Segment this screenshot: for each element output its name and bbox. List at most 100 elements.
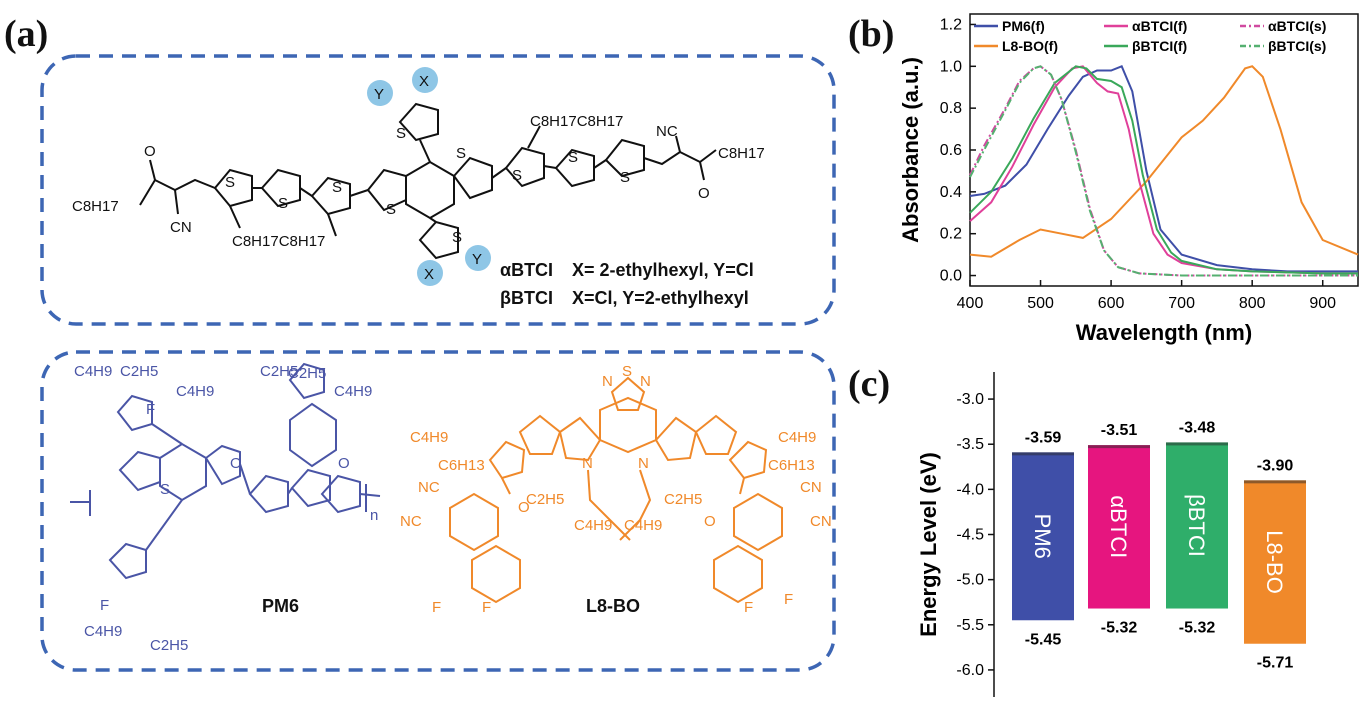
x-tick-label-3: 700	[1168, 295, 1195, 312]
donor-nfa-box	[40, 350, 836, 672]
absorbance-y-axis-title: Absorbance (a.u.)	[898, 57, 923, 243]
x-marker-top	[412, 67, 438, 93]
l8bo-f-1: F	[432, 599, 441, 616]
homo-label-0: -5.45	[1025, 631, 1062, 648]
legend-label-1: L8-BO(f)	[1002, 38, 1058, 54]
legend-label-5: βBTCI(s)	[1268, 38, 1326, 54]
btci-structure	[139, 102, 717, 260]
y-tick-label-5: 1.0	[940, 58, 962, 75]
btci-beta-name: βBTCI	[500, 288, 553, 308]
label-o-left: O	[144, 143, 156, 160]
energy-bar-lumo-edge-1	[1088, 445, 1150, 449]
pm6-c4h9-1: C4H9	[74, 363, 112, 380]
pm6-o-2: O	[338, 455, 350, 472]
l8bo-c6h13-1: C6H13	[438, 457, 485, 474]
pm6-f-top: F	[146, 401, 155, 418]
pm6-c2h5-3: C2H5	[288, 365, 326, 382]
absorbance-x-axis-title: Wavelength (nm)	[1076, 320, 1252, 345]
label-c8h17-right: C8H17	[718, 145, 765, 162]
l8bo-c2h5-1: C2H5	[526, 491, 564, 508]
y-tick-label-3: 0.6	[940, 142, 962, 159]
pm6-c4h9-4: C4H9	[84, 623, 122, 640]
absorbance-series-line-1	[969, 65, 1359, 258]
absorbance-series-line-5	[969, 65, 1358, 277]
label-s2: S	[278, 195, 288, 212]
energy-tick-label-2: -4.0	[956, 481, 984, 498]
label-nc-right: NC	[656, 123, 678, 140]
molecular-structures: Y X X Y C8H17 O CN C8H17C8H17 C8H17C8H17…	[40, 54, 836, 672]
l8bo-cn-1: CN	[800, 479, 822, 496]
l8bo-n-4: N	[638, 455, 649, 472]
l8bo-s-1: S	[622, 363, 632, 380]
label-o-right: O	[698, 185, 710, 202]
energy-tick-label-6: -6.0	[956, 662, 984, 679]
y-tick-label-0: 0.0	[940, 268, 962, 285]
l8bo-f-3: F	[744, 599, 753, 616]
pm6-c2h5-2: C2H5	[260, 363, 298, 380]
energy-bars: -3.59 -5.45 PM6 -3.51 -5.32 αBTCI -3.48 -5.32 βB…	[1012, 419, 1306, 672]
panel-label-b: (b)	[848, 13, 895, 55]
y-marker-top	[367, 80, 393, 106]
y-tick-label-6: 1.2	[940, 16, 962, 33]
energy-tick-label-5: -5.5	[956, 617, 984, 634]
panel-label-c: (c)	[848, 363, 891, 405]
label-s8: S	[512, 167, 522, 184]
absorbance-series-line-0	[969, 65, 1358, 273]
acceptor-box	[40, 54, 836, 326]
label-s7: S	[452, 229, 462, 246]
l8bo-c2h5-2: C2H5	[664, 491, 702, 508]
pm6-c2h5-1: C2H5	[120, 363, 158, 380]
label-cn-left: CN	[170, 219, 192, 236]
energy-bar-0	[1012, 452, 1074, 621]
homo-label-2: -5.32	[1179, 620, 1216, 637]
y-tick-label-1: 0.2	[940, 226, 962, 243]
energy-bar-lumo-edge-3	[1244, 480, 1306, 484]
energy-bar-3	[1244, 480, 1306, 644]
pm6-n: n	[370, 507, 378, 524]
btci-alpha-definition: X= 2-ethylhexyl, Y=Cl	[572, 260, 754, 280]
l8bo-n-1: N	[602, 373, 613, 390]
homo-label-3: -5.71	[1257, 655, 1294, 672]
lumo-label-1: -3.51	[1101, 422, 1138, 439]
l8bo-cn-2: CN	[810, 513, 832, 530]
homo-label-1: -5.32	[1101, 620, 1138, 637]
energy-bar-name-1: αBTCI	[1106, 495, 1131, 558]
absorbance-series-line-3	[969, 65, 1358, 275]
label-s9: S	[568, 149, 578, 166]
legend-label-4: αBTCI(s)	[1268, 18, 1326, 34]
pm6-o-1: O	[230, 455, 242, 472]
energy-level-chart: -3.0 -3.5 -4.0 -4.5 -5.0 -5.5 -6.0 -3.59 -5.45 P…	[916, 372, 1306, 697]
pm6-c4h9-3: C4H9	[334, 383, 372, 400]
label-c8h17-left: C8H17	[72, 198, 119, 215]
btci-beta-definition: X=Cl, Y=2-ethylhexyl	[572, 288, 749, 308]
l8bo-c4h9-4: C4H9	[624, 517, 662, 534]
legend-label-3: βBTCI(f)	[1132, 38, 1187, 54]
energy-tick-label-1: -3.5	[956, 436, 984, 453]
label-s4: S	[386, 201, 396, 218]
label-x-top: X	[419, 73, 429, 90]
lumo-label-2: -3.48	[1179, 419, 1216, 436]
legend-label-0: PM6(f)	[1002, 18, 1045, 34]
absorbance-series-line-4	[969, 65, 1358, 277]
label-c8h17c8h17-left: C8H17C8H17	[232, 233, 325, 250]
l8bo-c4h9-3: C4H9	[574, 517, 612, 534]
energy-bar-lumo-edge-2	[1166, 442, 1228, 446]
energy-tick-label-0: -3.0	[956, 391, 984, 408]
y-marker-bottom	[465, 245, 491, 271]
label-s3: S	[332, 179, 342, 196]
y-tick-label-2: 0.4	[940, 184, 962, 201]
energy-bar-2	[1166, 442, 1228, 609]
absorbance-plot-frame	[969, 13, 1359, 287]
y-tick-label-4: 0.8	[940, 100, 962, 117]
x-tick-label-2: 600	[1098, 295, 1125, 312]
l8bo-o-1: O	[518, 499, 530, 516]
label-c8h17c8h17-right: C8H17C8H17	[530, 113, 623, 130]
energy-bar-1	[1088, 445, 1150, 609]
energy-tick-label-4: -5.0	[956, 572, 984, 589]
pm6-structure	[70, 362, 381, 580]
l8bo-nc-1: NC	[418, 479, 440, 496]
label-s6: S	[396, 125, 406, 142]
l8bo-n-2: N	[640, 373, 651, 390]
x-tick-label-4: 800	[1239, 295, 1266, 312]
substituent-markers	[367, 67, 491, 286]
